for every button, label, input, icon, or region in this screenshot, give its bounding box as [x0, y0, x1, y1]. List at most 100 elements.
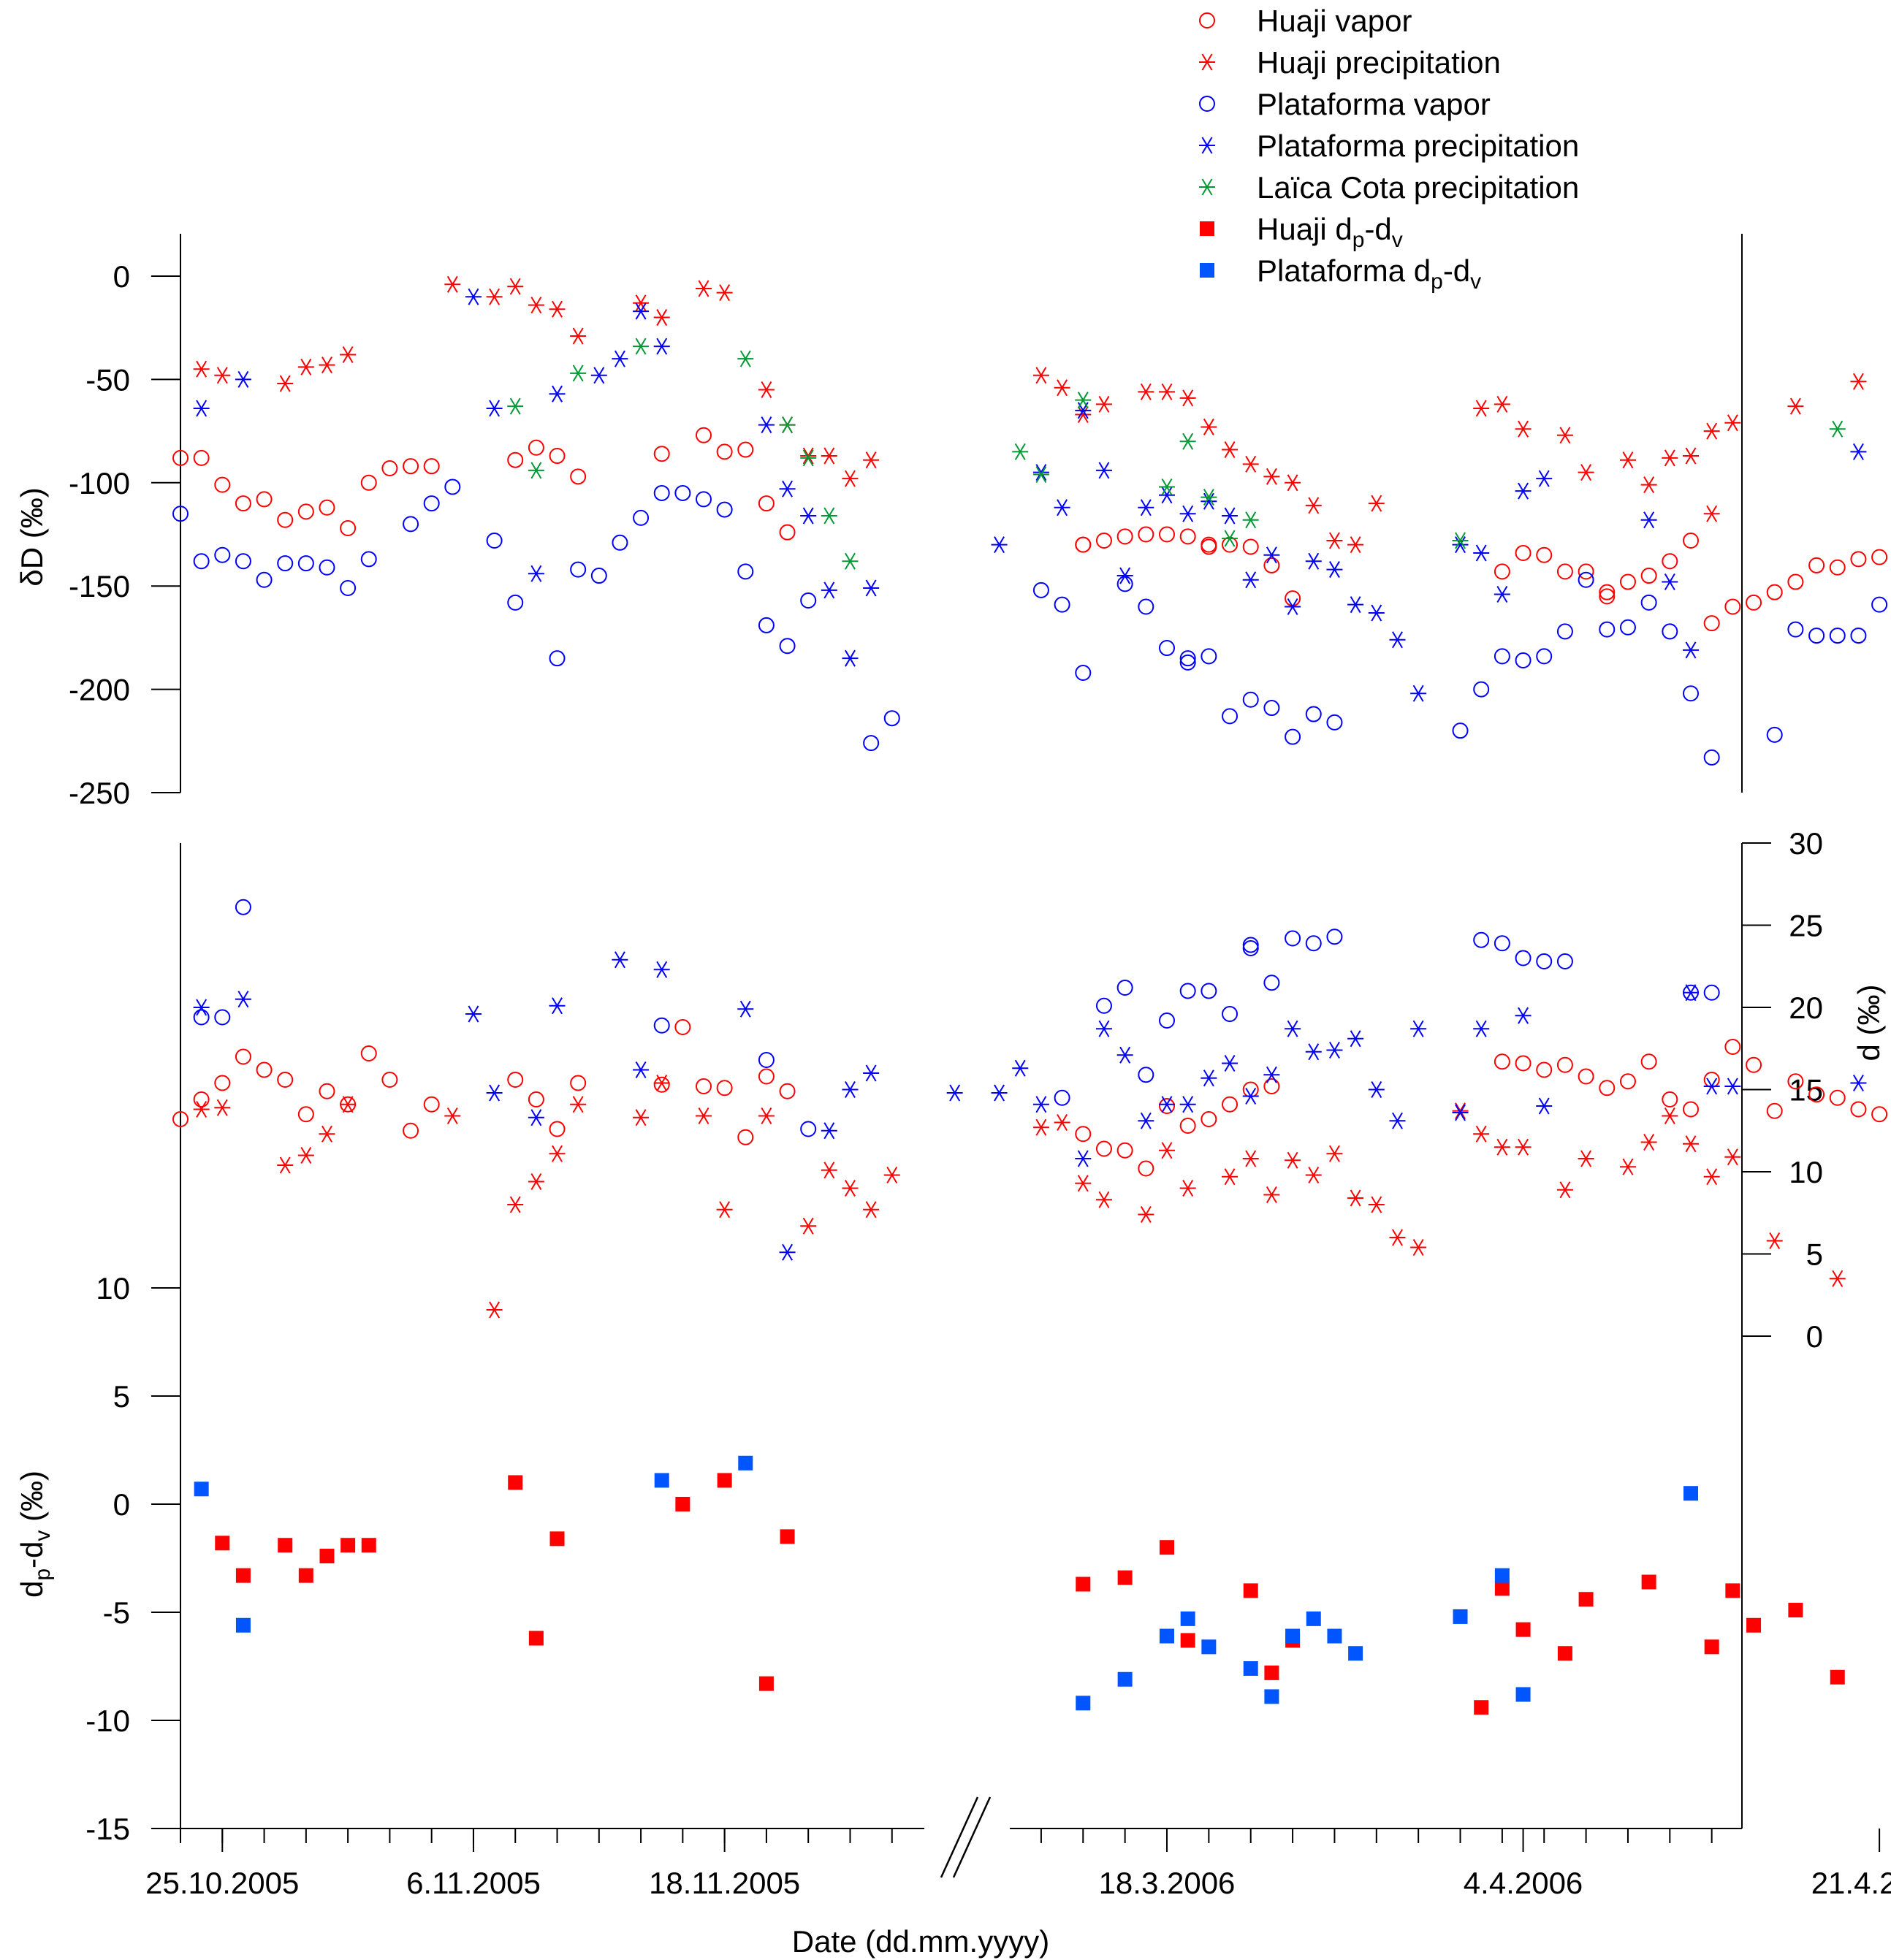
x-tick-label: 21.4.2006 [1811, 1866, 1891, 1900]
point-dD-plat_precip [1032, 464, 1049, 481]
point-dD-plat_vapor [235, 553, 251, 570]
point-d-huaji_vapor [1578, 1068, 1594, 1085]
point-dD-plat_precip [1054, 499, 1070, 516]
point-dpdv-plat_dpdv [1201, 1639, 1217, 1655]
point-dD-plat_precip [1138, 499, 1154, 516]
point-d-plat_vapor [1326, 928, 1343, 945]
axes-layer: 0-50-100-150-200-2503025201510501050-5-1… [15, 234, 1891, 1900]
point-d-huaji_vapor [319, 1083, 335, 1099]
point-dD-plat_vapor [423, 495, 440, 512]
point-dD-plat_precip [653, 338, 670, 355]
point-d-huaji_precip [193, 1100, 210, 1118]
point-dD-huaji_precip [1305, 497, 1322, 514]
point-dD-huaji_vapor [758, 495, 775, 512]
point-dpdv-huaji_dpdv [1515, 1622, 1531, 1637]
legend-label-huaji_vapor: Huaji vapor [1257, 4, 1412, 38]
point-d-plat_vapor [1138, 1067, 1154, 1083]
y-tick-label-d: 20 [1789, 991, 1823, 1025]
point-d-plat_precip [653, 961, 670, 978]
point-d-plat_vapor [800, 1121, 817, 1137]
point-dD-huaji_vapor [1850, 551, 1867, 568]
point-dD-huaji_vapor [1619, 573, 1636, 590]
point-dD-plat_vapor [486, 532, 503, 549]
point-d-plat_precip [528, 1109, 544, 1126]
y-tick-label-dpdv: 10 [96, 1271, 130, 1305]
point-dD-plat_vapor [590, 568, 607, 584]
point-d-plat_vapor [1159, 1013, 1175, 1029]
point-dD-laica_precip [1242, 511, 1259, 529]
point-dD-plat_vapor [612, 534, 628, 551]
point-dD-plat_vapor [340, 580, 357, 597]
point-dD-plat_precip [633, 302, 650, 320]
point-dD-huaji_vapor [1179, 528, 1196, 545]
point-dD-huaji_vapor [1263, 557, 1280, 573]
point-d-huaji_precip [1138, 1205, 1154, 1224]
point-dD-plat_precip [1285, 598, 1301, 615]
point-dpdv-huaji_dpdv [319, 1549, 335, 1564]
point-dD-plat_vapor [1138, 598, 1154, 615]
point-d-plat_precip [633, 1061, 650, 1079]
point-dD-plat_precip [1095, 462, 1112, 479]
point-dD-huaji_vapor [235, 495, 251, 512]
point-dpdv-huaji_dpdv [1557, 1646, 1572, 1661]
point-dD-plat_vapor [800, 592, 817, 609]
point-dD-huaji_precip [1640, 476, 1657, 494]
point-dD-plat_precip [842, 649, 859, 667]
point-dpdv-huaji_dpdv [675, 1497, 690, 1511]
point-dD-huaji_precip [1159, 383, 1175, 400]
point-d-huaji_precip [1179, 1179, 1196, 1197]
point-d-huaji_vapor [570, 1075, 587, 1091]
point-dpdv-huaji_dpdv [1578, 1592, 1594, 1607]
point-dpdv-plat_dpdv [1160, 1628, 1174, 1644]
point-d-plat_precip [1389, 1112, 1406, 1129]
point-dD-huaji_precip [1473, 400, 1490, 417]
y-tick-label-dD: -50 [85, 362, 130, 397]
point-dD-huaji_vapor [297, 503, 314, 520]
point-dD-huaji_precip [1326, 532, 1343, 549]
point-dD-plat_vapor [1829, 628, 1846, 644]
point-dD-huaji_vapor [1536, 546, 1553, 563]
point-d-plat_precip [486, 1084, 503, 1102]
point-dD-huaji_precip [633, 294, 650, 312]
point-d-huaji_precip [716, 1201, 733, 1219]
point-dD-plat_vapor [1578, 571, 1594, 588]
point-dD-huaji_precip [297, 358, 314, 375]
point-dD-plat_vapor [1452, 722, 1469, 739]
point-d-plat_precip [1515, 1007, 1532, 1024]
point-d-huaji_vapor [1536, 1061, 1553, 1078]
point-d-huaji_precip [1263, 1186, 1280, 1204]
legend-label-plat_vapor: Plataforma vapor [1257, 87, 1491, 121]
point-d-plat_precip [991, 1084, 1008, 1102]
point-d-plat_precip [1116, 1046, 1133, 1064]
point-dD-plat_vapor [1556, 623, 1573, 640]
point-dD-plat_precip [1201, 492, 1217, 510]
point-dD-plat_precip [821, 581, 837, 599]
point-d-plat_precip [1179, 1096, 1196, 1113]
point-dD-huaji_vapor [340, 520, 357, 537]
point-d-huaji_precip [863, 1201, 880, 1219]
point-dD-plat_vapor [1032, 581, 1049, 598]
point-dpdv-huaji_dpdv [1117, 1570, 1133, 1585]
point-d-plat_precip [863, 1064, 880, 1082]
point-d-huaji_vapor [507, 1072, 524, 1088]
point-dD-plat_precip [486, 400, 503, 417]
point-d-huaji_vapor [1808, 1086, 1825, 1103]
legend-marker-plat_vapor [1199, 96, 1215, 112]
point-d-huaji_vapor [696, 1078, 712, 1094]
y-tick-label-d: 5 [1806, 1238, 1823, 1272]
point-d-plat_precip [1305, 1043, 1322, 1061]
point-dD-huaji_precip [1075, 405, 1092, 423]
point-dpdv-plat_dpdv [1494, 1568, 1510, 1583]
point-dD-plat_vapor [297, 555, 314, 572]
point-d-huaji_precip [1326, 1145, 1343, 1162]
point-dD-huaji_vapor [1703, 615, 1720, 632]
point-d-plat_vapor [1054, 1089, 1070, 1106]
point-d-plat_precip [1536, 1097, 1553, 1115]
point-dD-huaji_precip [1850, 373, 1867, 390]
point-d-plat_precip [1285, 1020, 1301, 1037]
point-d-plat_precip [549, 997, 566, 1015]
point-d-huaji_vapor [779, 1083, 796, 1099]
point-d-huaji_vapor [381, 1072, 398, 1088]
point-dD-huaji_vapor [570, 468, 587, 485]
y-tick-label-dD: -100 [69, 466, 130, 500]
